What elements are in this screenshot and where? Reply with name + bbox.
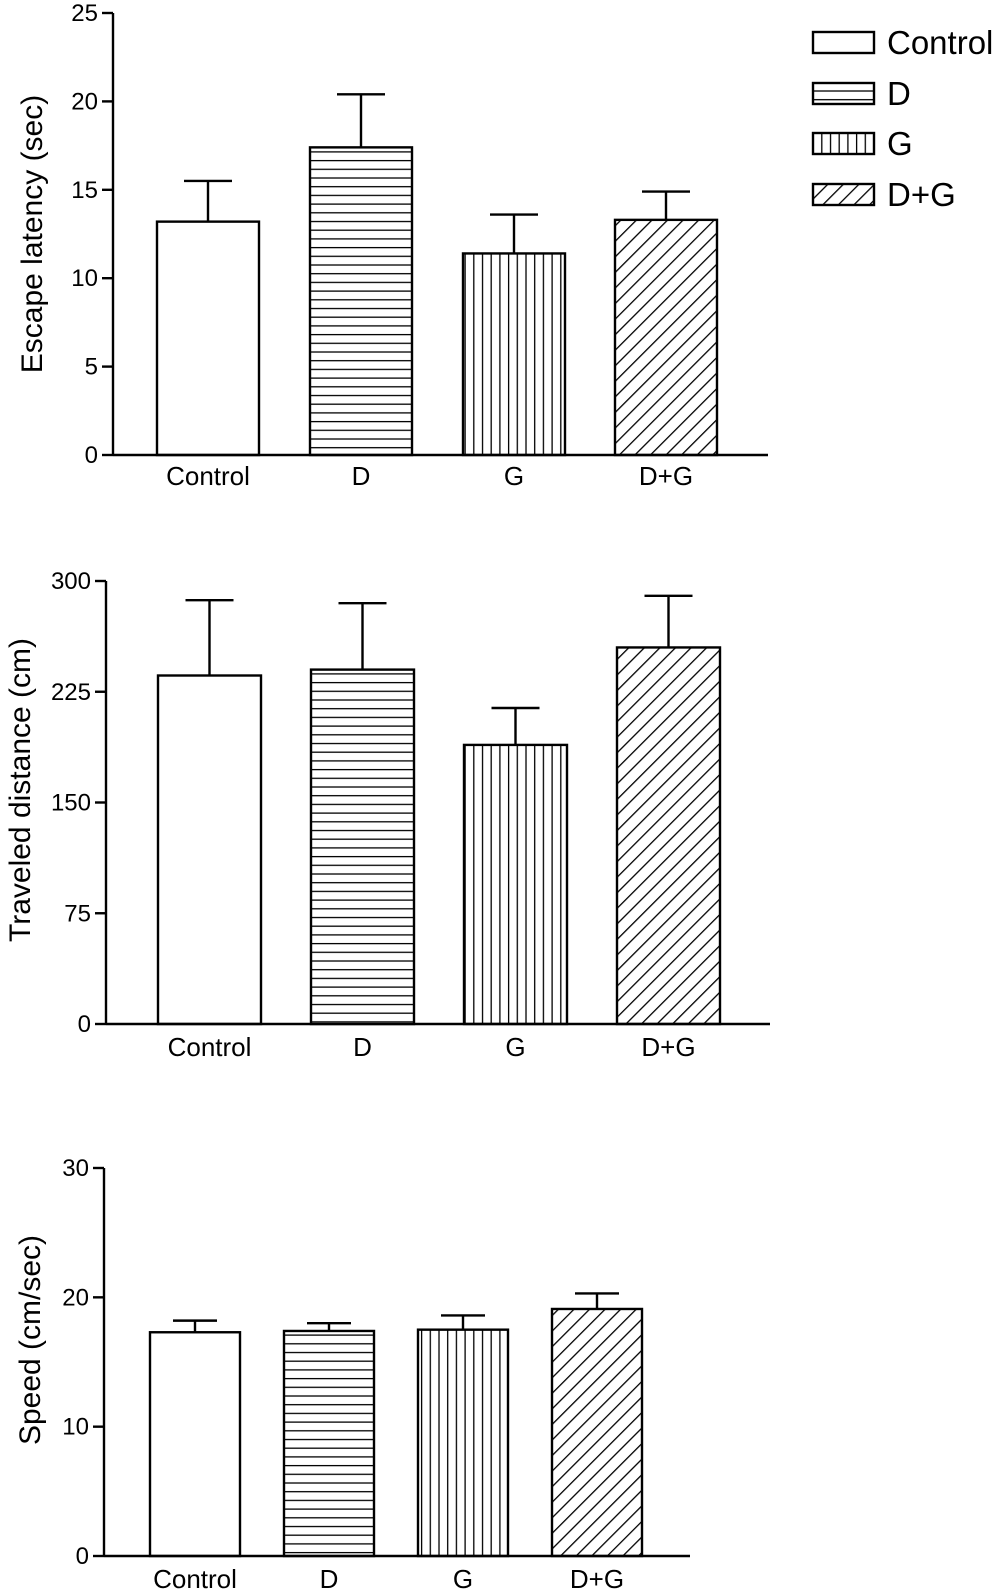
category-label: D+G (570, 1564, 624, 1593)
y-tick-label: 5 (85, 354, 98, 381)
y-tick-label: 15 (71, 177, 98, 204)
y-tick-label: 75 (64, 900, 91, 927)
bar-control (156, 674, 263, 1026)
bar-control (155, 220, 261, 457)
bar-g (461, 252, 567, 457)
category-label: Control (153, 1564, 237, 1593)
legend-swatch (811, 182, 876, 207)
bar-control (148, 1331, 242, 1558)
legend-swatch (811, 81, 876, 106)
y-tick-label: 20 (62, 1284, 89, 1311)
category-label: D (352, 461, 371, 491)
y-tick-label: 150 (51, 790, 91, 817)
chart-panel-2: Control D G D+G 0 75 150 225 300 Traveled distanc… (4, 568, 770, 1062)
legend-label: D+G (887, 176, 956, 213)
bar-d-g (613, 218, 719, 457)
y-tick-label: 0 (76, 1543, 89, 1570)
legend: Control DG D+G (811, 24, 993, 213)
bar-d (308, 146, 414, 457)
legend-label: G (887, 125, 913, 162)
bar-d-g (615, 646, 722, 1026)
category-label: D (320, 1564, 339, 1593)
chart-panel-1: Control D G D+G 0 5 10 15 20 25 Escape latency (se… (16, 0, 768, 491)
bar-g (462, 743, 569, 1026)
legend-swatch (811, 131, 876, 156)
y-axis-title: Escape latency (sec) (16, 95, 49, 373)
category-label: G (453, 1564, 473, 1593)
y-tick-label: 30 (62, 1155, 89, 1182)
category-label: Control (166, 461, 250, 491)
category-label: G (505, 1032, 525, 1062)
chart-panel-3: Control D G D+G 0 10 20 30 Speed (cm/sec) (14, 1155, 690, 1593)
legend-item-d-g: D+G (811, 176, 956, 213)
category-label: G (504, 461, 524, 491)
y-tick-label: 225 (51, 679, 91, 706)
y-tick-label: 300 (51, 568, 91, 595)
y-axis-title: Speed (cm/sec) (14, 1235, 47, 1445)
y-axis-title: Traveled distance (cm) (4, 638, 37, 942)
legend-item-g: G (811, 125, 913, 162)
bar-d-g (550, 1307, 644, 1558)
category-label: D+G (641, 1032, 695, 1062)
y-tick-label: 20 (71, 88, 98, 115)
charts-group: Control D G D+G 0 5 10 15 20 25 Escape latency (se… (4, 0, 770, 1593)
legend-label: Control (887, 24, 993, 61)
y-tick-label: 0 (85, 442, 98, 469)
legend-label: D (887, 75, 911, 112)
y-tick-label: 0 (78, 1011, 91, 1038)
category-label: D (353, 1032, 372, 1062)
category-label: Control (168, 1032, 252, 1062)
y-tick-label: 25 (71, 0, 98, 27)
legend-item-d: D (811, 75, 911, 112)
bar-d (309, 668, 416, 1026)
y-tick-label: 10 (71, 265, 98, 292)
legend-swatch (811, 30, 876, 55)
y-tick-label: 10 (62, 1414, 89, 1441)
legend-item-control: Control (811, 24, 993, 61)
bar-d (282, 1329, 376, 1558)
category-label: D+G (639, 461, 693, 491)
bar-g (416, 1328, 510, 1558)
